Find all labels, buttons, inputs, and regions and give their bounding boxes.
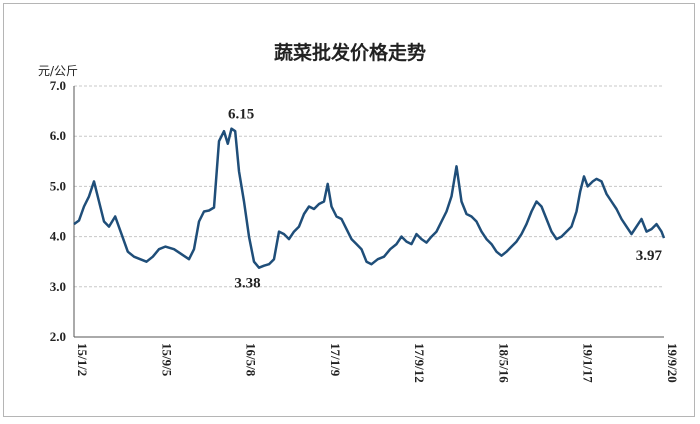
y-tick-label: 7.0	[50, 78, 66, 93]
series-group	[73, 127, 666, 269]
data-label: 3.38	[234, 276, 260, 292]
x-tick-labels: 15/1/2 15/9/5 16/5/8 17/1/9 17/9/12 18/5/16 19…	[75, 343, 680, 383]
y-tick-label: 6.0	[50, 128, 66, 143]
y-tick-label: 3.0	[50, 279, 66, 294]
chart-title: 蔬菜批发价格走势	[273, 42, 426, 64]
x-tick-label: 15/9/5	[159, 343, 174, 377]
x-tick-label: 18/5/16	[496, 343, 511, 383]
x-tick-label: 19/1/17	[581, 343, 596, 383]
x-tick-label: 17/9/12	[412, 343, 427, 383]
x-tick-label: 17/1/9	[328, 343, 343, 377]
data-label: 3.97	[636, 248, 663, 264]
x-tick-label: 15/1/2	[75, 343, 90, 376]
data-label: 6.15	[228, 107, 254, 123]
price-line	[73, 127, 666, 269]
y-tick-label: 5.0	[50, 178, 66, 193]
gridlines	[74, 85, 664, 288]
x-tick-label: 16/5/8	[244, 343, 259, 377]
y-tick-label: 4.0	[50, 229, 66, 244]
axes	[73, 86, 664, 338]
chart-frame: 蔬菜批发价格走势 元/公斤	[3, 3, 695, 417]
x-tick-label: 19/9/20	[665, 343, 680, 383]
y-axis-unit: 元/公斤	[38, 64, 79, 78]
y-tick-labels: 7.0 6.0 5.0 4.0 3.0 2.0	[50, 78, 66, 344]
annotations: 6.15 3.38 3.97	[228, 107, 663, 292]
y-tick-label: 2.0	[50, 329, 66, 344]
